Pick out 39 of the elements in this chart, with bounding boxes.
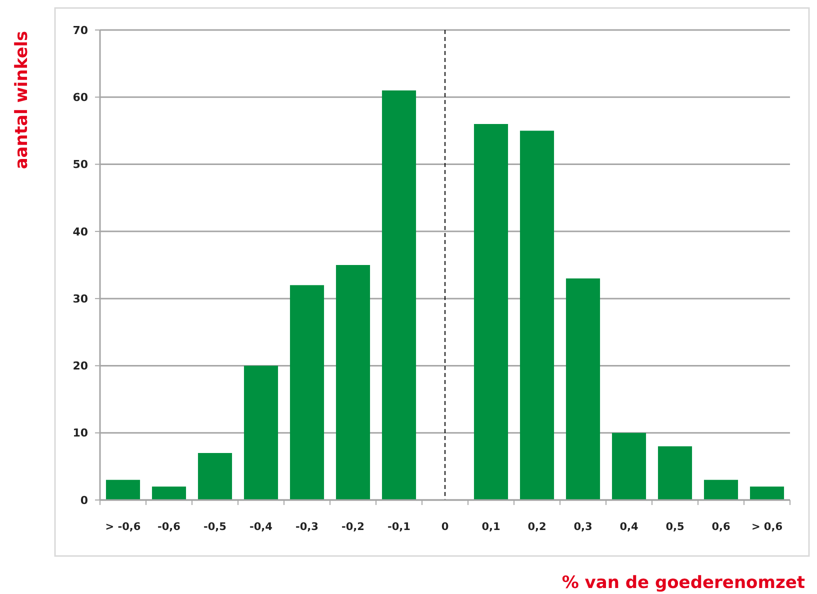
bar xyxy=(106,480,140,500)
y-tick-label: 20 xyxy=(72,360,88,373)
x-tick-label: 0,6 xyxy=(712,521,730,533)
bar xyxy=(336,265,370,500)
x-tick-label: -0,5 xyxy=(204,521,226,533)
y-tick-label: 0 xyxy=(80,494,88,507)
bar xyxy=(750,486,784,500)
bar xyxy=(152,486,186,500)
x-tick-label: -0,2 xyxy=(342,521,364,533)
x-tick-label: -0,3 xyxy=(296,521,318,533)
x-tick-label: 0,1 xyxy=(482,521,500,533)
bar xyxy=(704,480,738,500)
y-axis-title: aantal winkels xyxy=(12,30,32,170)
x-tick-label: 0,4 xyxy=(620,521,638,533)
bar xyxy=(198,453,232,500)
x-tick-label: -0,4 xyxy=(250,521,272,533)
bar xyxy=(244,366,278,500)
y-tick-label: 70 xyxy=(72,24,88,37)
x-axis-title: % van de goederenomzet xyxy=(562,573,805,593)
bar xyxy=(290,285,324,500)
y-tick-label: 30 xyxy=(72,292,88,306)
x-tick-label: 0,5 xyxy=(666,521,684,533)
bar xyxy=(566,278,600,500)
x-tick-label: > 0,6 xyxy=(751,521,783,533)
y-tick-label: 50 xyxy=(72,158,88,172)
bar xyxy=(612,432,646,500)
bar xyxy=(474,124,508,500)
bar xyxy=(382,90,416,500)
y-tick-label: 60 xyxy=(72,90,88,104)
x-tick-label: > -0,6 xyxy=(105,521,141,533)
bar xyxy=(658,446,692,500)
x-tick-label: 0 xyxy=(441,521,449,533)
bar xyxy=(520,130,554,500)
y-tick-label: 40 xyxy=(72,225,88,238)
x-tick-label: 0,3 xyxy=(574,521,592,533)
x-tick-label: -0,6 xyxy=(158,521,180,533)
x-tick-label: 0,2 xyxy=(528,521,546,533)
y-tick-label: 10 xyxy=(72,426,88,440)
x-tick-label: -0,1 xyxy=(388,521,410,533)
